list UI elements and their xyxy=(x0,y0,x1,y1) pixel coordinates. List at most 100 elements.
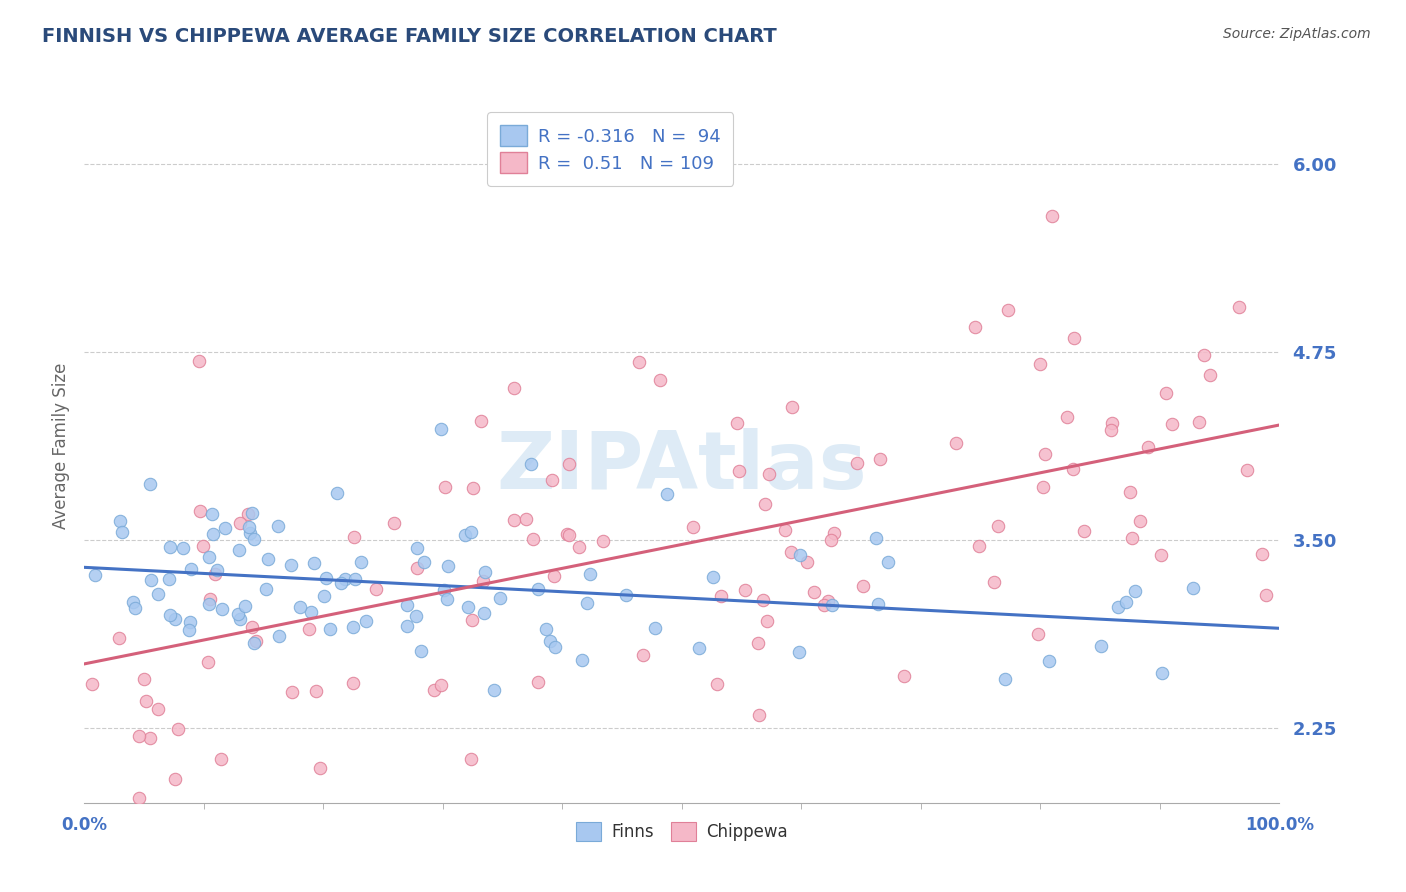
Point xyxy=(568,540,591,554)
Point xyxy=(1038,654,1060,668)
Point xyxy=(1042,209,1064,223)
Point xyxy=(823,526,845,541)
Point xyxy=(240,506,263,520)
Point xyxy=(326,485,349,500)
Point xyxy=(299,605,322,619)
Point xyxy=(470,414,492,428)
Point xyxy=(228,611,250,625)
Point xyxy=(1073,524,1095,538)
Point xyxy=(1090,639,1112,653)
Point xyxy=(803,585,825,599)
Point xyxy=(141,573,163,587)
Point xyxy=(128,790,150,805)
Point xyxy=(734,583,756,598)
Point xyxy=(474,565,496,579)
Point xyxy=(243,636,266,650)
Point xyxy=(1107,599,1129,614)
Point xyxy=(411,644,433,658)
Point xyxy=(1026,627,1049,641)
Point xyxy=(755,614,778,628)
Point xyxy=(578,566,600,581)
Point xyxy=(188,354,211,368)
Point xyxy=(349,555,371,569)
Point xyxy=(396,618,419,632)
Point xyxy=(139,477,162,491)
Point xyxy=(702,570,724,584)
Point xyxy=(526,675,548,690)
Point xyxy=(1156,386,1178,401)
Point xyxy=(239,525,262,540)
Point xyxy=(163,612,186,626)
Point xyxy=(1227,300,1250,314)
Point xyxy=(354,614,377,628)
Point xyxy=(779,544,801,558)
Point xyxy=(710,589,733,603)
Point xyxy=(245,634,267,648)
Point xyxy=(344,572,367,586)
Point xyxy=(866,597,889,611)
Point xyxy=(454,528,477,542)
Point xyxy=(366,582,388,596)
Point xyxy=(987,518,1010,533)
Point xyxy=(242,619,264,633)
Point xyxy=(80,677,103,691)
Point xyxy=(488,591,510,605)
Point xyxy=(592,534,614,549)
Point xyxy=(527,582,550,596)
Point xyxy=(281,685,304,699)
Point xyxy=(1254,588,1277,602)
Point xyxy=(893,669,915,683)
Point xyxy=(1062,462,1084,476)
Point xyxy=(461,482,484,496)
Point xyxy=(728,463,751,477)
Text: FINNISH VS CHIPPEWA AVERAGE FAMILY SIZE CORRELATION CHART: FINNISH VS CHIPPEWA AVERAGE FAMILY SIZE … xyxy=(42,27,778,45)
Point xyxy=(159,541,181,555)
Text: ZIPAtlas: ZIPAtlas xyxy=(496,428,868,507)
Point xyxy=(631,648,654,662)
Point xyxy=(304,556,326,570)
Point xyxy=(200,592,222,607)
Point xyxy=(315,570,337,584)
Point xyxy=(269,629,291,643)
Point xyxy=(558,457,581,471)
Point xyxy=(558,528,581,542)
Point xyxy=(165,772,187,786)
Point xyxy=(1119,485,1142,500)
Point xyxy=(538,633,561,648)
Point xyxy=(146,587,169,601)
Point xyxy=(228,516,250,530)
Point xyxy=(747,636,769,650)
Legend: Finns, Chippewa: Finns, Chippewa xyxy=(569,815,794,848)
Point xyxy=(204,567,226,582)
Point xyxy=(343,530,366,544)
Point xyxy=(575,596,598,610)
Point xyxy=(304,683,326,698)
Point xyxy=(437,558,460,573)
Point xyxy=(782,401,804,415)
Point xyxy=(752,592,775,607)
Point xyxy=(159,572,181,586)
Point xyxy=(571,653,593,667)
Point xyxy=(682,519,704,533)
Point xyxy=(543,569,565,583)
Point xyxy=(148,702,170,716)
Point xyxy=(238,507,260,521)
Point xyxy=(228,543,250,558)
Point xyxy=(108,631,131,645)
Point xyxy=(430,422,453,436)
Point xyxy=(472,606,495,620)
Point xyxy=(198,597,221,611)
Point xyxy=(226,607,249,621)
Point xyxy=(688,641,710,656)
Point xyxy=(1181,581,1204,595)
Point xyxy=(515,511,537,525)
Point xyxy=(134,673,156,687)
Point xyxy=(243,532,266,546)
Point xyxy=(1136,440,1159,454)
Point xyxy=(434,480,457,494)
Point xyxy=(396,599,419,613)
Point xyxy=(257,552,280,566)
Point xyxy=(214,521,236,535)
Point xyxy=(460,525,482,540)
Point xyxy=(502,381,524,395)
